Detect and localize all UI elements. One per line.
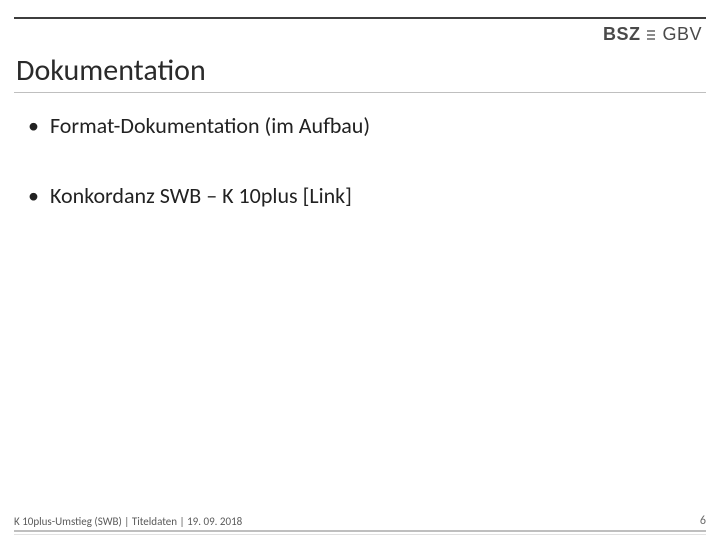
logo-bsz-text: BSZ <box>603 24 641 45</box>
bullet-item: • Konkordanz SWB – K 10plus [Link] <box>28 182 692 210</box>
slide-title: Dokumentation <box>16 52 206 89</box>
logo-gbv-text: GBV <box>662 24 702 45</box>
bullet-text: Format-Dokumentation (im Aufbau) <box>50 112 370 140</box>
bullet-text: Konkordanz SWB – K 10plus [Link] <box>50 182 352 210</box>
bullet-item: • Format-Dokumentation (im Aufbau) <box>28 112 692 140</box>
logo-separator-icon <box>646 30 656 40</box>
top-rule <box>14 17 706 19</box>
footer-text: K 10plus-Umstieg (SWB) | Titeldaten | 19… <box>14 515 242 528</box>
footer-rule <box>14 530 706 532</box>
slide-content: • Format-Dokumentation (im Aufbau) • Kon… <box>28 112 692 209</box>
page-number: 6 <box>700 514 706 528</box>
footer-rule-secondary <box>14 534 706 535</box>
title-underline <box>14 92 706 93</box>
header-logo: BSZ GBV <box>603 24 702 45</box>
slide-footer: K 10plus-Umstieg (SWB) | Titeldaten | 19… <box>14 514 706 528</box>
bullet-dot-icon: • <box>28 112 50 140</box>
bullet-dot-icon: • <box>28 182 50 210</box>
